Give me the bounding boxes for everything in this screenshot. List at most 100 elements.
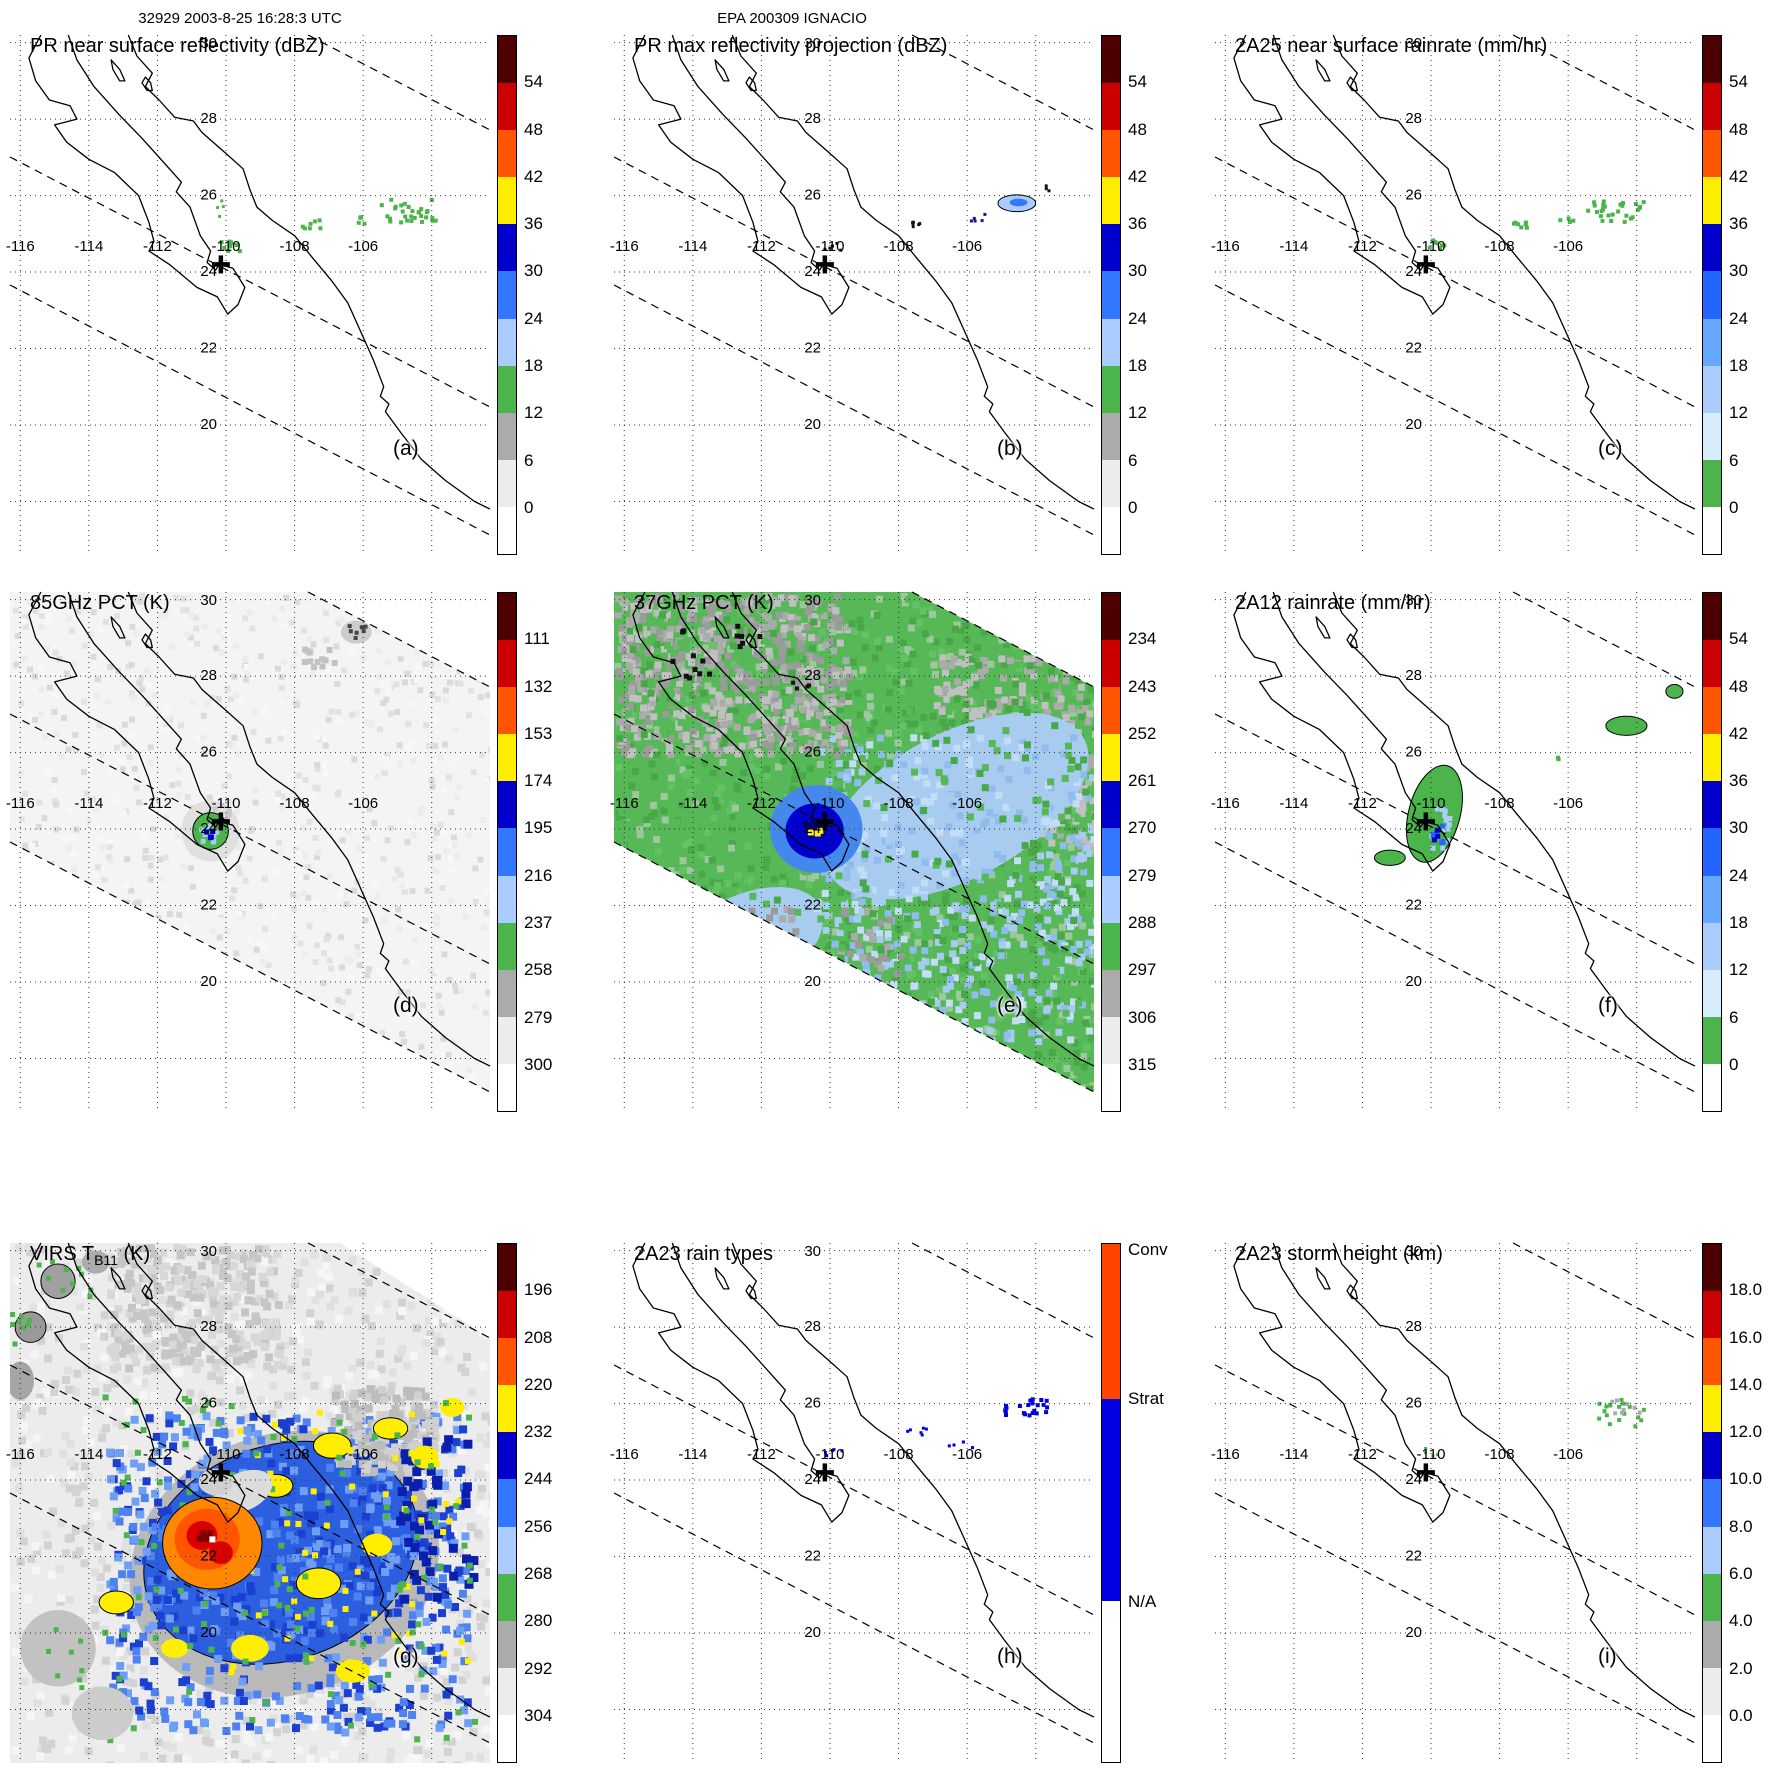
colorbar-segment xyxy=(1703,734,1721,781)
grid-label-lat: 28 xyxy=(200,110,217,127)
colorbar-tick-label: 174 xyxy=(524,772,552,790)
map-feature-blob xyxy=(1374,850,1405,865)
grid-label-lon: -116 xyxy=(1211,238,1240,255)
orbit-timestamp: 32929 2003-8-25 16:28:3 UTC xyxy=(138,10,341,27)
colorbar-segment xyxy=(1703,507,1721,554)
colorbar xyxy=(1101,35,1121,555)
grid-label-lon: -112 xyxy=(143,1446,172,1463)
panel-title: 37GHz PCT (K) xyxy=(634,592,774,617)
colorbar-segment xyxy=(498,1574,516,1621)
colorbar-segment xyxy=(498,177,516,224)
graticule xyxy=(1215,1243,1695,1763)
colorbar-segment xyxy=(1703,1574,1721,1621)
grid-label-lat: 30 xyxy=(200,592,217,609)
colorbar-segment xyxy=(1102,413,1120,460)
island-outline xyxy=(1316,1268,1330,1289)
colorbar-segment xyxy=(498,1621,516,1668)
panel-title-subscript: B11 xyxy=(94,1252,118,1268)
swath-edge-line xyxy=(1513,592,1695,687)
colorbar-segment xyxy=(1102,130,1120,177)
grid-label-lon: -106 xyxy=(1553,238,1583,255)
colorbar-tick-label: 270 xyxy=(1128,819,1156,837)
map-feature-fill xyxy=(10,592,490,1112)
grid-label-lat: 22 xyxy=(1405,1548,1422,1565)
colorbar-segment xyxy=(498,319,516,366)
colorbar-tick-label: 42 xyxy=(524,168,543,186)
map-feature-blob xyxy=(7,1362,34,1400)
map-feature-blob xyxy=(296,1568,341,1599)
swath-edge-line xyxy=(912,1243,1094,1338)
colorbar-segment xyxy=(498,923,516,970)
map-feature-blob xyxy=(1010,199,1028,207)
grid-label-lon: -108 xyxy=(280,238,310,255)
colorbar-tick-label: 111 xyxy=(524,630,550,648)
colorbar xyxy=(497,35,517,555)
grid-label-lat: 26 xyxy=(1405,1395,1422,1412)
swath-edge-line xyxy=(1215,714,1695,964)
island-outline xyxy=(1316,617,1330,638)
grid-label-lon: -114 xyxy=(678,1446,707,1463)
panel-title: VIRS TB11 (K) xyxy=(30,1243,150,1268)
grid-label-lon: -116 xyxy=(6,795,35,812)
grid-label-lon: -112 xyxy=(143,795,172,812)
colorbar-tick-label: 196 xyxy=(524,1281,552,1299)
colorbar-segment xyxy=(1102,271,1120,318)
map-feature-specks xyxy=(1556,756,1561,762)
colorbar-segment xyxy=(498,130,516,177)
colorbar-tick-label: 0 xyxy=(1128,499,1137,517)
colorbar-tick-label: 0 xyxy=(1729,499,1738,517)
colorbar-tick-label: 18 xyxy=(1729,357,1748,375)
colorbar-tick-label: 12 xyxy=(524,404,543,422)
grid-label-lat: 22 xyxy=(1405,897,1422,914)
grid-label-lon: -114 xyxy=(1279,1446,1308,1463)
colorbar-tick-label: 54 xyxy=(1729,630,1748,648)
colorbar-tick-label: 258 xyxy=(524,961,552,979)
colorbar-segment xyxy=(1703,593,1721,640)
colorbar-tick-label: 6 xyxy=(524,452,533,470)
colorbar-segment xyxy=(1703,1064,1721,1111)
grid-label-lon: -106 xyxy=(952,238,982,255)
colorbar-tick-label: 195 xyxy=(524,819,552,837)
colorbar-category-label: Conv xyxy=(1128,1241,1168,1259)
colorbar-tick-label: 42 xyxy=(1729,168,1748,186)
colorbar-tick-label: 279 xyxy=(524,1009,552,1027)
grid-label-lon: -106 xyxy=(348,795,378,812)
colorbar-tick-label: 237 xyxy=(524,914,552,932)
map-feature-blob xyxy=(313,1433,351,1458)
colorbar-segment xyxy=(1703,271,1721,318)
map-feature-specks xyxy=(1558,216,1575,224)
map-feature-specks xyxy=(301,218,323,230)
island-outline xyxy=(715,1268,729,1289)
swath-edge-line xyxy=(10,285,490,535)
colorbar-tick-label: 36 xyxy=(1729,215,1748,233)
colorbar-segment xyxy=(498,593,516,640)
colorbar-segment xyxy=(1703,970,1721,1017)
map-feature-specks xyxy=(357,215,367,226)
colorbar-segment xyxy=(498,828,516,875)
colorbar-tick-label: 18 xyxy=(1729,914,1748,932)
colorbar-segment xyxy=(1703,1017,1721,1064)
colorbar-tick-label: 54 xyxy=(1128,73,1147,91)
colorbar-segment xyxy=(1703,687,1721,734)
colorbar-tick-label: 6 xyxy=(1729,452,1738,470)
colorbar-tick-label: 42 xyxy=(1729,725,1748,743)
colorbar-segment xyxy=(1703,828,1721,875)
colorbar-tick-label: 6 xyxy=(1729,1009,1738,1027)
swath-edge-line xyxy=(1215,157,1695,407)
colorbar-tick-label: 12 xyxy=(1128,404,1147,422)
map-feature-specks xyxy=(1003,1397,1049,1417)
grid-label-lat: 26 xyxy=(804,744,821,761)
island-outline xyxy=(1316,60,1330,81)
map-feature-specks xyxy=(216,199,225,218)
map-feature-specks xyxy=(911,221,921,229)
